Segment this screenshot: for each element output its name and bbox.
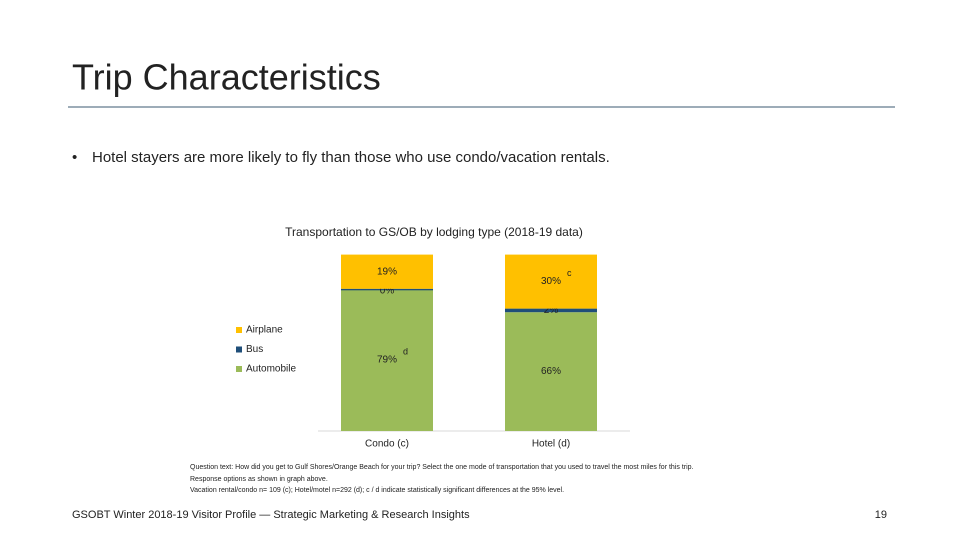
note: Response options as shown in graph above… (190, 476, 328, 483)
legend-swatch (236, 346, 242, 353)
value-label: 79% (377, 355, 397, 366)
footer: GSOBT Winter 2018-19 Visitor Profile — S… (72, 509, 470, 521)
x-tick-label: Hotel (d) (532, 439, 570, 450)
legend-swatch (236, 327, 242, 333)
legend-label: Bus (246, 344, 263, 355)
bullet-text: Hotel stayers are more likely to fly tha… (92, 149, 610, 166)
bar-segment (505, 312, 597, 431)
chart-title: Transportation to GS/OB by lodging type … (285, 225, 583, 239)
legend-label: Airplane (246, 325, 283, 336)
legend-label: Automobile (246, 364, 296, 375)
bar-segment (505, 308, 597, 313)
page-number: 19 (875, 509, 887, 521)
value-label: 19% (377, 266, 397, 277)
value-label: 0% (380, 285, 395, 296)
bar-segment (341, 254, 433, 289)
significance-mark: d (403, 346, 408, 356)
bar-segment (341, 288, 433, 291)
note: Question text: How did you get to Gulf S… (190, 464, 694, 471)
significance-mark: c (567, 268, 572, 278)
slide-title: Trip Characteristics (72, 57, 381, 98)
value-label: 66% (541, 366, 561, 377)
value-label: 30% (541, 276, 561, 287)
legend-swatch (236, 366, 242, 372)
bar-segment (341, 288, 433, 431)
x-tick-label: Condo (c) (365, 439, 409, 450)
note: Vacation rental/condo n= 109 (c); Hotel/… (190, 487, 564, 494)
value-label: 2% (544, 305, 559, 316)
bar-segment (505, 254, 597, 309)
bullet-dot: • (72, 149, 77, 166)
